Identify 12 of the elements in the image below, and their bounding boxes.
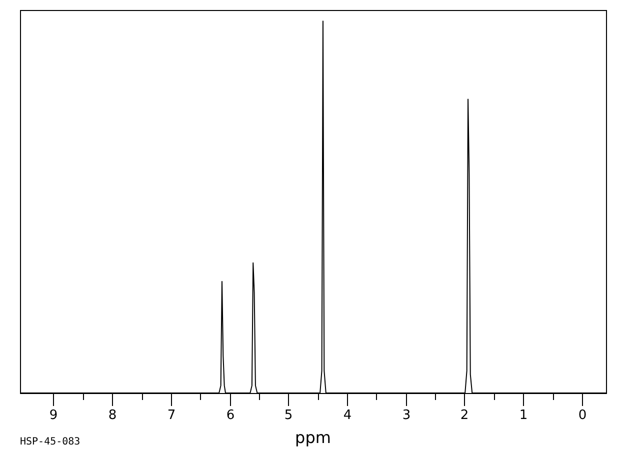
x-tick-label: 0: [578, 408, 587, 423]
x-tick-label: 7: [167, 408, 176, 423]
x-tick-label: 1: [519, 408, 528, 423]
x-tick-label: 8: [108, 408, 117, 423]
text: HSP-45-083: [20, 436, 80, 448]
x-axis-title: ppm: [295, 428, 331, 448]
x-tick-label: 5: [284, 408, 293, 423]
x-tick-label: 4: [343, 408, 352, 423]
x-tick-label: 6: [226, 408, 235, 423]
x-tick-label: 2: [460, 408, 469, 423]
x-tick-label: 3: [402, 408, 411, 423]
x-tick-label: 9: [49, 408, 58, 423]
